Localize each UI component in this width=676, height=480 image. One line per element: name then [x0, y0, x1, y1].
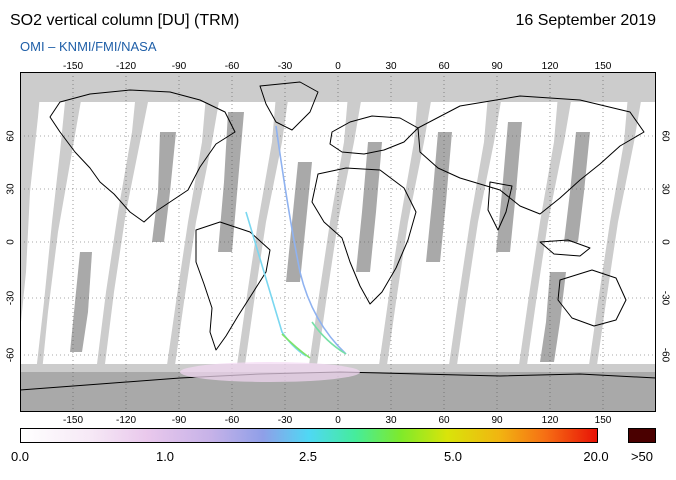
- lon-tick-bottom: -60: [224, 415, 240, 426]
- lat-tick-left: 0: [5, 239, 17, 245]
- lat-tick-right: 30: [659, 183, 671, 195]
- colorbar-overflow-label: >50: [630, 449, 654, 464]
- lon-tick-top: 60: [438, 61, 450, 72]
- lat-tick-right: 60: [659, 130, 671, 142]
- lon-tick-bottom: 150: [594, 415, 612, 426]
- so2-pink-region: [180, 362, 360, 382]
- graticule: [20, 72, 656, 412]
- lon-tick-top: 150: [594, 61, 612, 72]
- lon-tick-top: 120: [541, 61, 559, 72]
- lon-tick-bottom: 60: [438, 415, 450, 426]
- lon-tick-top: 90: [491, 61, 503, 72]
- lat-tick-right: -60: [659, 347, 671, 363]
- lat-tick-left: -30: [5, 290, 17, 306]
- lat-tick-left: -60: [5, 347, 17, 363]
- lon-tick-bottom: -120: [115, 415, 137, 426]
- lon-tick-bottom: 90: [491, 415, 503, 426]
- lat-tick-left: 60: [5, 130, 17, 142]
- lon-tick-top: 30: [385, 61, 397, 72]
- map-border: [20, 72, 656, 412]
- lon-tick-bottom: -150: [62, 415, 84, 426]
- so2-streak-east-tail: [311, 321, 347, 355]
- lon-tick-top: 0: [335, 61, 341, 72]
- lat-tick-left: 30: [5, 183, 17, 195]
- lon-tick-bottom: -30: [277, 415, 293, 426]
- lon-tick-top: -150: [62, 61, 84, 72]
- map-title: SO2 vertical column [DU] (TRM): [10, 12, 240, 29]
- so2-world-map: [20, 72, 656, 412]
- colorbar-label: 0.0: [10, 449, 30, 464]
- colorbar-label: 5.0: [443, 449, 463, 464]
- colorbar-label: 1.0: [155, 449, 175, 464]
- so2-streak-west-tail: [281, 333, 311, 359]
- lon-tick-top: -30: [277, 61, 293, 72]
- lat-tick-right: -30: [659, 290, 671, 306]
- lon-tick-bottom: 0: [335, 415, 341, 426]
- colorbar-label: 2.5: [298, 449, 318, 464]
- lon-tick-bottom: 120: [541, 415, 559, 426]
- colorbar-gradient: [20, 428, 598, 443]
- coastlines: [20, 81, 656, 391]
- so2-streak-west: [245, 211, 307, 357]
- data-source-credit: OMI – KNMI/FMI/NASA: [20, 39, 157, 54]
- colorbar-label: 20.0: [583, 449, 609, 464]
- map-date: 16 September 2019: [515, 12, 656, 29]
- lon-tick-top: -120: [115, 61, 137, 72]
- so2-streak-east: [275, 125, 347, 355]
- so2-track-streaks: [245, 125, 347, 359]
- lon-tick-top: -90: [171, 61, 187, 72]
- lon-tick-bottom: -90: [171, 415, 187, 426]
- lon-tick-top: -60: [224, 61, 240, 72]
- lat-tick-right: 0: [659, 239, 671, 245]
- lon-tick-bottom: 30: [385, 415, 397, 426]
- colorbar-overflow-swatch: [628, 428, 656, 443]
